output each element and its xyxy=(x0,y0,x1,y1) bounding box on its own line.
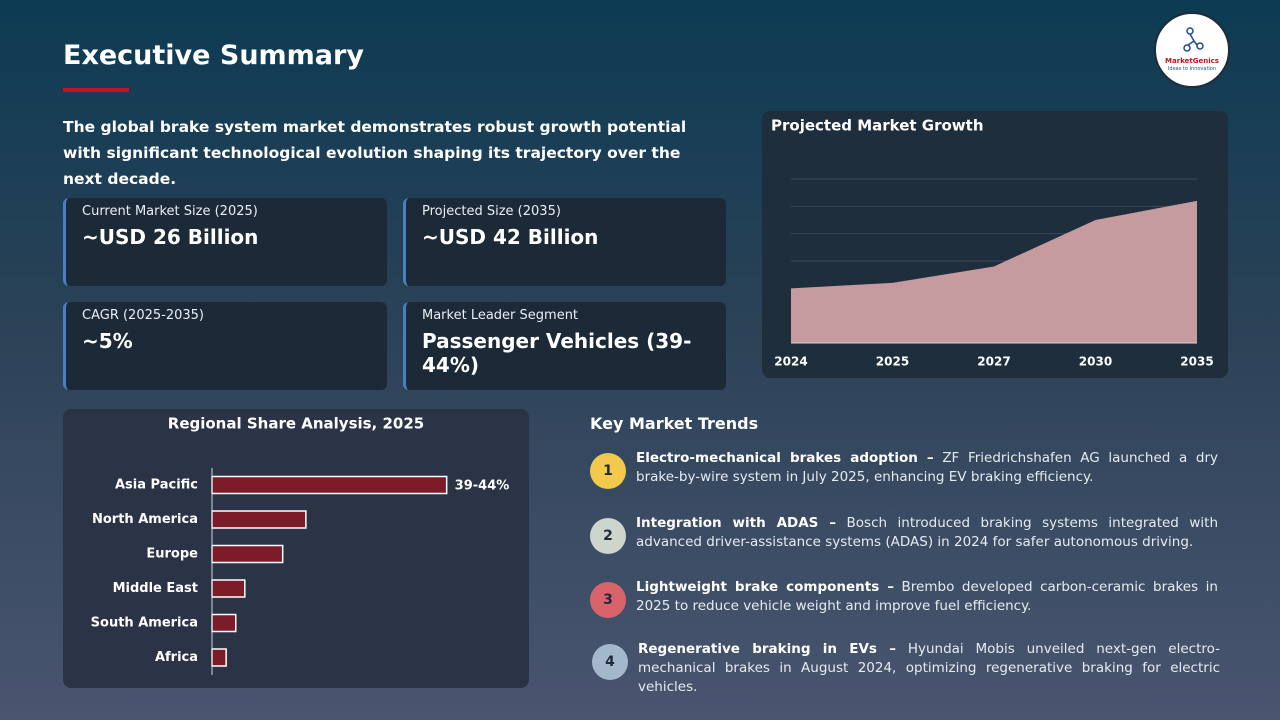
y-tick-label: Middle East xyxy=(113,581,198,596)
trend-heading: Lightweight brake components – xyxy=(636,579,894,595)
x-tick-label: 2024 xyxy=(774,355,807,369)
page-title: Executive Summary xyxy=(63,40,364,71)
area xyxy=(791,200,1197,343)
kpi-label: Current Market Size (2025) xyxy=(82,204,258,219)
kpi-label: Projected Size (2035) xyxy=(422,204,561,219)
title-rule xyxy=(63,88,129,92)
y-tick-label: North America xyxy=(92,512,198,527)
trend-item: Electro-mechanical brakes adoption – ZF … xyxy=(636,449,1218,487)
bar xyxy=(211,475,448,495)
trend-heading: Electro-mechanical brakes adoption – xyxy=(636,450,934,466)
trend-number: 4 xyxy=(592,644,628,680)
bar xyxy=(211,613,237,633)
x-tick-label: 2035 xyxy=(1180,355,1213,369)
kpi-label: Market Leader Segment xyxy=(422,308,579,323)
trend-text: Hyundai Mobis unveiled next-gen electro-… xyxy=(638,641,1220,695)
kpi-card: CAGR (2025-2035) ~5% xyxy=(63,302,387,390)
chart-title: Regional Share Analysis, 2025 xyxy=(168,415,424,433)
y-tick-label: South America xyxy=(91,616,198,631)
intro: The global brake system market demonstra… xyxy=(63,118,687,188)
trend-item: Regenerative braking in EVs – Hyundai Mo… xyxy=(638,640,1220,697)
region-panel xyxy=(63,409,529,688)
logo: MarketGenics Ideas to Innovation xyxy=(1154,12,1230,88)
kpi-card: Market Leader Segment Passenger Vehicles … xyxy=(403,302,726,390)
bar xyxy=(211,579,246,598)
trend-text: Brembo developed carbon-ceramic brakes i… xyxy=(636,579,1218,614)
trend-item: Integration with ADAS – Bosch introduced… xyxy=(636,514,1218,552)
logo-name: MarketGenics xyxy=(1165,57,1219,65)
x-tick-label: 2027 xyxy=(977,355,1010,369)
trend-heading: Regenerative braking in EVs – xyxy=(638,641,896,657)
logo-tagline: Ideas to Innovation xyxy=(1167,66,1217,72)
trend-item: Lightweight brake components – Brembo de… xyxy=(636,578,1218,616)
bar xyxy=(211,544,284,564)
y-tick-label: Asia Pacific xyxy=(115,478,198,493)
kpi-card: Current Market Size (2025) ~USD 26 Billio… xyxy=(63,198,387,286)
x-tick-label: 2025 xyxy=(876,355,909,369)
y-tick-label: Africa xyxy=(155,650,198,665)
trend-number: 3 xyxy=(590,582,626,618)
y-tick-label: Europe xyxy=(146,547,198,562)
trend-number: 1 xyxy=(590,453,626,489)
bar xyxy=(211,648,227,667)
trend-text: Bosch introduced braking systems integra… xyxy=(636,515,1218,550)
chart-title: Projected Market Growth xyxy=(771,117,984,135)
kpi-value: ~USD 26 Billion xyxy=(82,225,259,249)
kpi-value: ~USD 42 Billion xyxy=(422,225,599,249)
x-tick-label: 2030 xyxy=(1079,355,1112,369)
kpi-label: CAGR (2025-2035) xyxy=(82,308,204,323)
kpi-value: ~5% xyxy=(82,329,133,353)
data-label: 39-44% xyxy=(455,479,510,494)
bar xyxy=(211,510,307,529)
trend-heading: Integration with ADAS – xyxy=(636,515,837,531)
kpi-card: Projected Size (2035) ~USD 42 Billion xyxy=(403,198,726,286)
trend-text: ZF Friedrichshafen AG launched a dry bra… xyxy=(636,450,1218,485)
kpi-value: Passenger Vehicles (39-44%) xyxy=(422,329,692,377)
trend-number: 2 xyxy=(590,518,626,554)
section-title: Key Market Trends xyxy=(590,414,759,433)
logo-icon xyxy=(1183,27,1204,52)
